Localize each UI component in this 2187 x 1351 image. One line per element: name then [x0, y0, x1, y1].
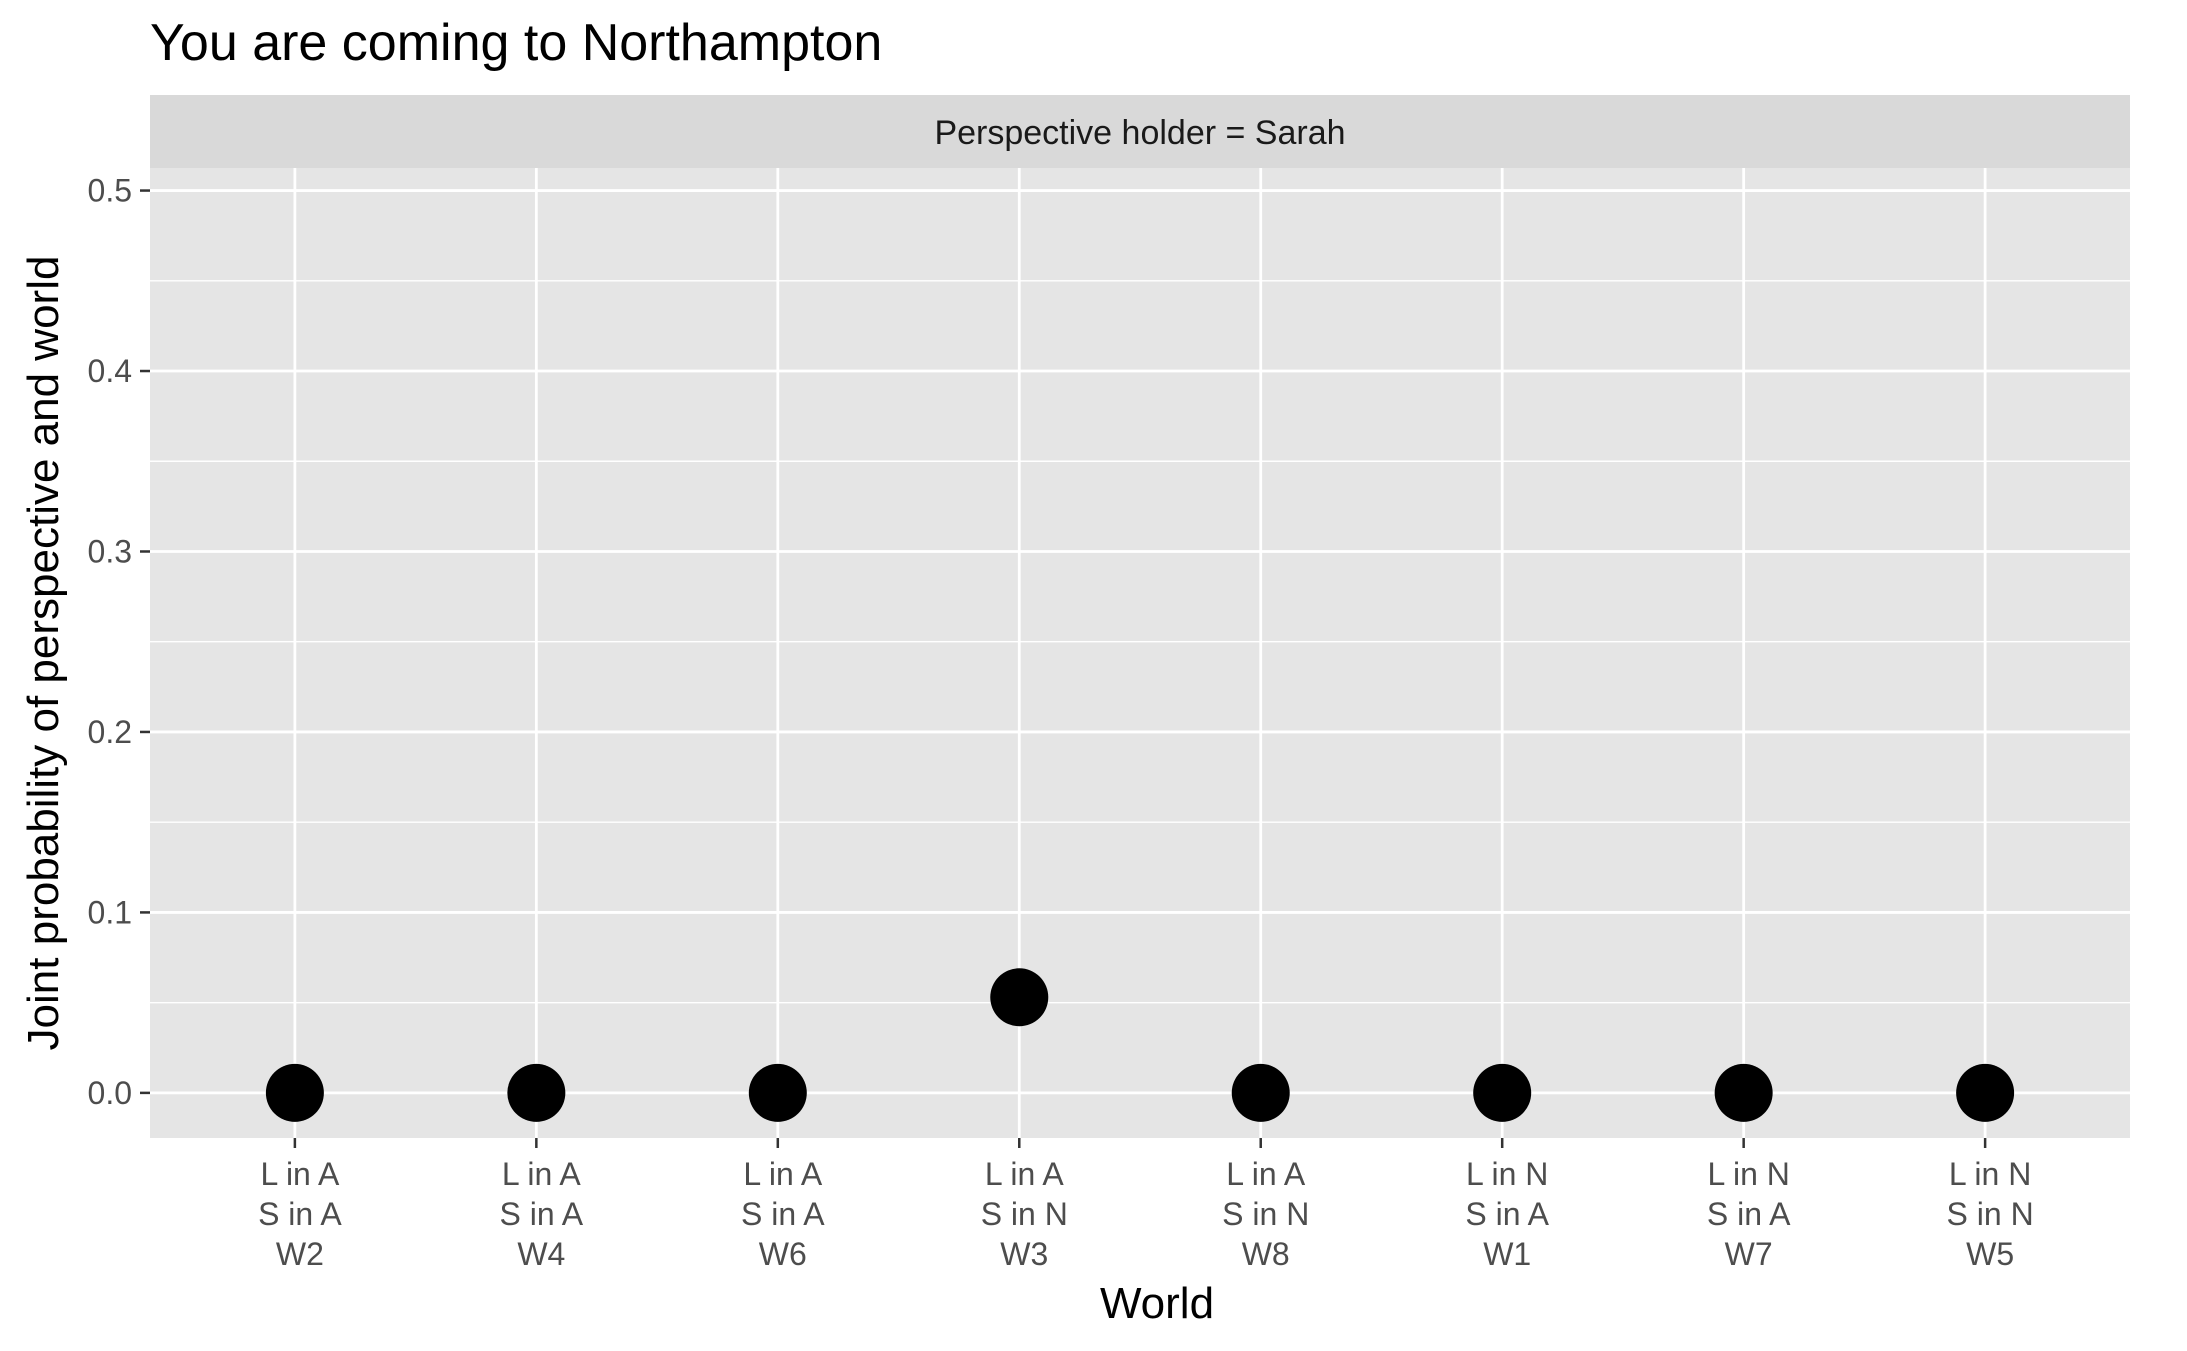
y-tick-label: 0.4 — [88, 353, 132, 389]
x-tick-label: L in A S in A W4 — [500, 1156, 584, 1272]
data-point — [990, 968, 1049, 1027]
x-axis: L in A S in A W2 L in A S in A W4 L in A S in A… — [258, 1138, 2034, 1272]
x-tick-label-line: L in A — [502, 1156, 582, 1192]
y-axis: 0.0 0.1 0.2 0.3 0.4 0.5 — [88, 173, 150, 1111]
x-tick-label-line: L in A — [985, 1156, 1065, 1192]
y-tick-label: 0.5 — [88, 173, 132, 209]
x-tick-label-line: W7 — [1725, 1236, 1773, 1272]
x-axis-title: World — [1100, 1279, 1214, 1328]
x-tick-label-line: W8 — [1242, 1236, 1290, 1272]
x-tick-label-line: S in N — [981, 1196, 1068, 1232]
y-tick-label: 0.0 — [88, 1075, 132, 1111]
grid-minor-lines — [150, 280, 2130, 1004]
x-tick-label: L in N S in A W7 — [1707, 1156, 1791, 1272]
y-tick-label: 0.1 — [88, 894, 132, 930]
x-tick-label-line: S in A — [741, 1196, 825, 1232]
x-tick-label-line: W1 — [1483, 1236, 1531, 1272]
y-tick-label: 0.2 — [88, 714, 132, 750]
grid-major-lines — [150, 168, 2130, 1138]
x-tick-label-line: L in A — [743, 1156, 823, 1192]
x-tick-label-line: W5 — [1966, 1236, 2014, 1272]
x-tick-label-line: L in A — [1226, 1156, 1306, 1192]
x-tick-label-line: S in A — [1707, 1196, 1791, 1232]
x-tick-label-line: S in N — [1947, 1196, 2034, 1232]
x-tick-label-line: W6 — [759, 1236, 807, 1272]
x-tick-label: L in N S in A W1 — [1465, 1156, 1549, 1272]
x-tick-label: L in A S in N W3 — [981, 1156, 1068, 1272]
x-tick-label: L in A S in A W6 — [741, 1156, 825, 1272]
x-tick-label-line: L in A — [260, 1156, 340, 1192]
x-tick-label: L in N S in N W5 — [1947, 1156, 2034, 1272]
x-tick-label-line: S in A — [500, 1196, 584, 1232]
x-tick-label-line: S in A — [258, 1196, 342, 1232]
facet-strip-label: Perspective holder = Sarah — [934, 114, 1345, 152]
x-tick-label-line: L in N — [1707, 1156, 1789, 1192]
facet-strip — [150, 95, 2130, 168]
y-tick-label: 0.3 — [88, 533, 132, 569]
data-point — [265, 1063, 324, 1122]
data-point — [1231, 1063, 1290, 1122]
x-tick-label-line: W4 — [517, 1236, 565, 1272]
x-tick-label-line: L in N — [1466, 1156, 1548, 1192]
data-point — [1714, 1063, 1773, 1122]
data-point — [748, 1063, 807, 1122]
y-axis-title: Joint probability of perspective and wor… — [19, 256, 68, 1051]
x-tick-label-line: W3 — [1000, 1236, 1048, 1272]
x-tick-label-line: W2 — [276, 1236, 324, 1272]
data-point — [507, 1063, 566, 1122]
x-tick-label-line: L in N — [1949, 1156, 2031, 1192]
x-tick-label-line: S in A — [1465, 1196, 1549, 1232]
plot-panel — [150, 168, 2130, 1138]
x-tick-label: L in A S in A W2 — [258, 1156, 342, 1272]
x-tick-label-line: S in N — [1222, 1196, 1309, 1232]
data-point — [1956, 1063, 2015, 1122]
chart-title: You are coming to Northampton — [150, 14, 882, 72]
data-points — [265, 968, 2015, 1122]
data-point — [1473, 1063, 1532, 1122]
x-tick-label: L in A S in N W8 — [1222, 1156, 1309, 1272]
